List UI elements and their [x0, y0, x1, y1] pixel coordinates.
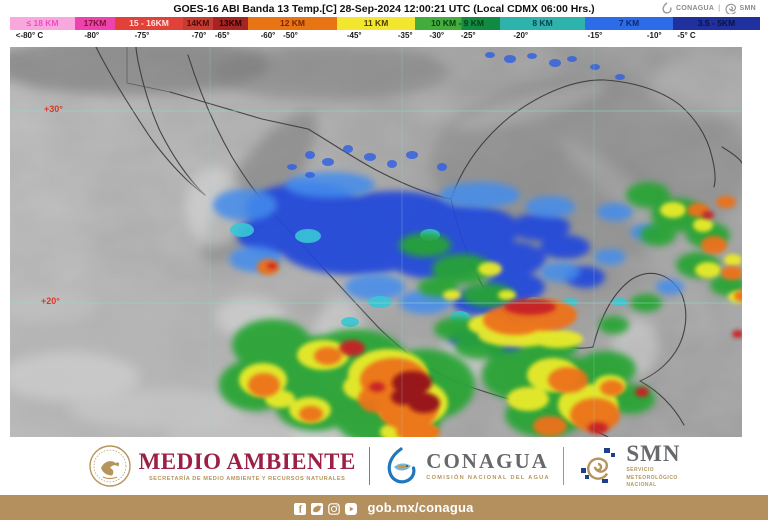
temperature-tick: -60° — [260, 31, 276, 40]
conagua-title: CONAGUA — [426, 449, 549, 473]
temperature-tick: -5° C — [677, 31, 696, 40]
smn-logo-icon — [581, 448, 616, 483]
temperature-tick: -50° — [283, 31, 298, 40]
scale-segment: 12 KM — [248, 17, 337, 30]
scale-segment: 3.5 - 5KM — [673, 17, 760, 30]
scale-segment: 15 - 16KM — [115, 17, 183, 30]
social-icons: f — [294, 502, 358, 515]
scale-segment: 7 KM — [585, 17, 673, 30]
header-logo-conagua-label: CONAGUA — [676, 4, 715, 12]
conagua-block: CONAGUA COMISIÓN NACIONAL DEL AGUA — [383, 446, 550, 486]
latitude-label: +30° — [44, 104, 63, 114]
temperature-tick: -10° — [646, 31, 662, 40]
header-logo-smn-label: SMN — [739, 4, 756, 12]
page-title: GOES-16 ABI Banda 13 Temp.[C] 28-Sep-202… — [173, 3, 595, 15]
latitude-label: +20° — [41, 296, 60, 306]
smn-mini-icon — [724, 3, 736, 14]
facebook-icon[interactable]: f — [294, 502, 307, 515]
temperature-tick: -30° — [429, 31, 445, 40]
scale-segment: 11 KM — [337, 17, 415, 30]
footer-url[interactable]: gob.mx/conagua — [367, 500, 474, 515]
temperature-tick: -70° — [191, 31, 207, 40]
temperature-tick: -80° — [84, 31, 100, 40]
temperature-tick: -65° — [214, 31, 230, 40]
scale-segment: 14KM — [183, 17, 213, 30]
medio-ambiente-subtitle: SECRETARÍA DE MEDIO AMBIENTE Y RECURSOS … — [148, 476, 346, 482]
twitter-icon[interactable] — [311, 502, 324, 515]
image-noise — [10, 47, 742, 437]
satellite-map: +30° +20° — [10, 47, 742, 437]
temperature-tick: -75° — [134, 31, 150, 40]
scale-bar: ≤ 18 KM 17KM 15 - 16KM 14KM 13KM 12 KM 11 KM 10… — [10, 17, 760, 30]
graticule — [10, 47, 742, 437]
conagua-mini-icon — [662, 2, 672, 14]
youtube-icon[interactable] — [345, 502, 358, 515]
temperature-tick: -35° — [397, 31, 413, 40]
conagua-subtitle: COMISIÓN NACIONAL DEL AGUA — [426, 475, 550, 481]
footer: MEDIO AMBIENTE SECRETARÍA DE MEDIO AMBIE… — [0, 437, 768, 495]
temperature-tick: -25° — [460, 31, 476, 40]
temperature-tick: -15° — [587, 31, 603, 40]
temperature-tick: -45° — [346, 31, 362, 40]
header-logos: CONAGUA | SMN — [661, 2, 756, 14]
scale-segment: ≤ 18 KM — [10, 17, 75, 30]
government-seal-icon — [88, 445, 131, 487]
scale-segment: 17KM — [75, 17, 115, 30]
footer-divider — [368, 447, 371, 485]
instagram-icon[interactable] — [328, 502, 341, 515]
footer-divider — [562, 447, 565, 485]
scale-segment: 13KM — [213, 17, 248, 30]
smn-title: SMN — [626, 441, 681, 467]
scale-segment: 8 KM — [500, 17, 585, 30]
medio-ambiente-block: MEDIO AMBIENTE SECRETARÍA DE MEDIO AMBIE… — [88, 444, 356, 488]
temperature-tick: <-80° C — [15, 31, 44, 40]
scale-segment: 10 KM - 9 KM — [415, 17, 500, 30]
satellite-imagery — [10, 47, 742, 437]
svg-text:f: f — [299, 504, 303, 514]
scale-ticks: <-80° C -80° -75° -70° -65° -60° -50° -45° -35° -… — [10, 31, 760, 42]
header-logo-separator: | — [718, 4, 721, 12]
conagua-logo-icon — [387, 447, 416, 484]
temperature-tick: -20° — [513, 31, 529, 40]
smn-subtitle: SERVICIO METEOROLÓGICO NACIONAL — [626, 467, 678, 489]
medio-ambiente-title: MEDIO AMBIENTE — [138, 449, 356, 474]
smn-block: SMN SERVICIO METEOROLÓGICO NACIONAL — [577, 442, 680, 490]
bottom-bar: f gob.mx/conagua — [0, 495, 768, 520]
